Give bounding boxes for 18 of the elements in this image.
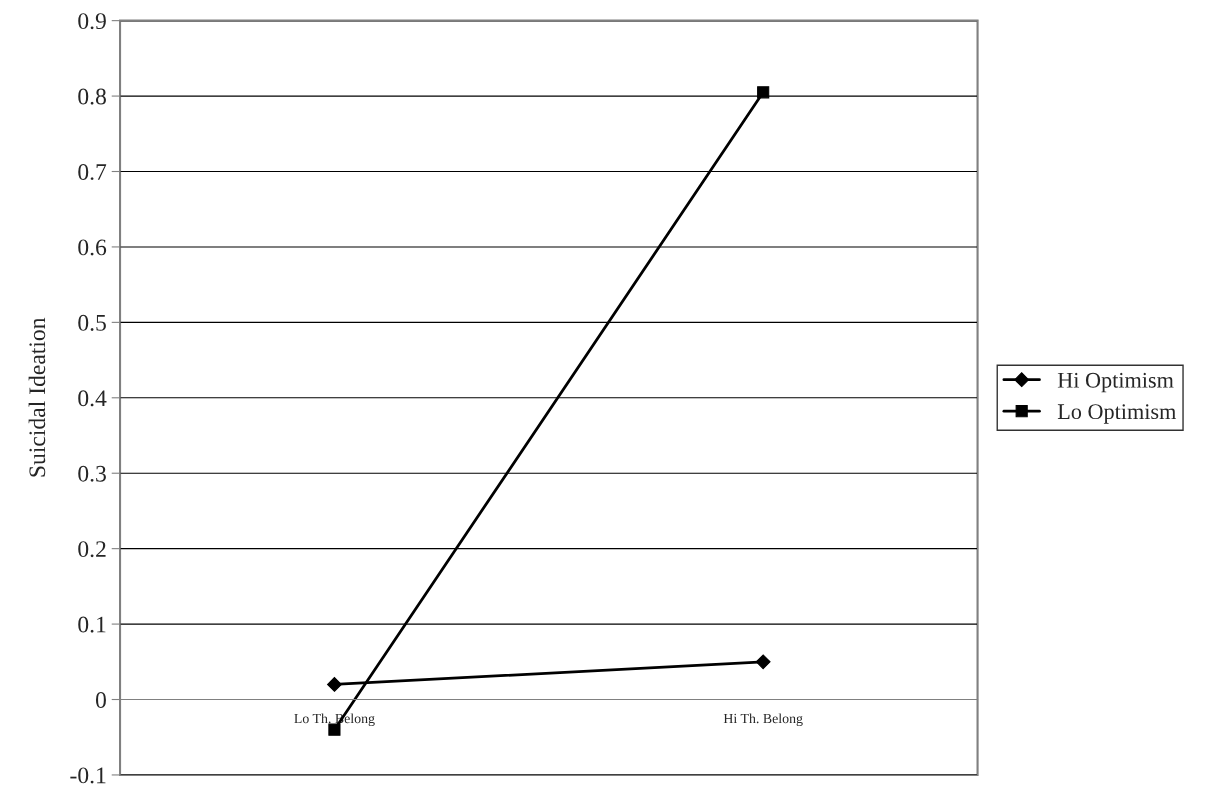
point (757, 86, 770, 99)
y-tick-label: 0.7 (78, 163, 107, 181)
y-tick-label: 0.8 (78, 88, 106, 105)
y-tick-label: 0.1 (78, 616, 106, 633)
legend-label: Hi Optimism (1057, 372, 1174, 393)
y-tick-label: 0.5 (78, 314, 106, 331)
y-tick-label: 0.9 (78, 13, 106, 30)
y-tick-label: 0.4 (78, 390, 107, 407)
legend-label: Lo Optimism (1057, 404, 1177, 424)
point (327, 677, 342, 692)
y-tick-label: 0.2 (78, 541, 106, 558)
y-tick-label: 0.6 (78, 239, 107, 256)
y-tick-label: -0.1 (70, 767, 106, 784)
y-axis-title: Suicidal Ideation (28, 317, 46, 477)
y-tick-label: 0.3 (78, 465, 106, 482)
point (755, 654, 771, 670)
y-tick-label: 0 (95, 692, 106, 708)
x-tick-label: Hi Th. Belong (723, 713, 803, 727)
